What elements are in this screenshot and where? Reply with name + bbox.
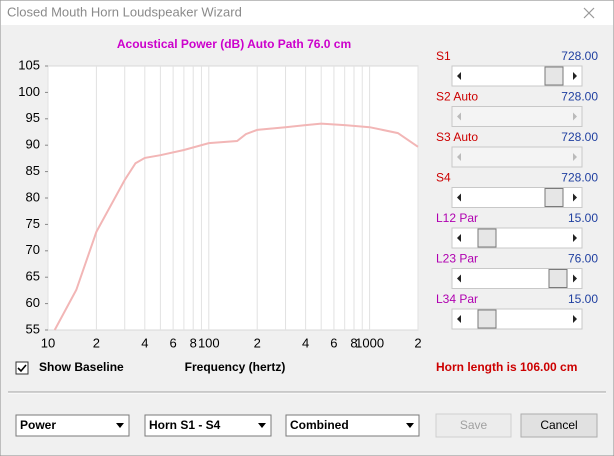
y-tick-label: 90	[26, 137, 40, 152]
x-tick-label: 100	[198, 335, 220, 350]
x-tick-label: 6	[330, 335, 337, 350]
slider-right-arrow[interactable]	[573, 315, 577, 323]
check-mark	[17, 364, 27, 373]
dropdown-value[interactable]: Power	[20, 418, 56, 432]
x-tick-label: 8	[350, 335, 357, 350]
slider-right-arrow[interactable]	[573, 274, 577, 283]
checkbox[interactable]	[15, 361, 29, 375]
slider-right-arrow	[573, 153, 577, 161]
slider-label: S1	[436, 49, 451, 63]
x-tick-label: 4	[141, 335, 148, 350]
dropdown[interactable]	[15, 414, 130, 437]
slider-label: S4	[436, 171, 451, 185]
dropdown-value[interactable]: Horn S1 - S4	[149, 418, 221, 432]
checkbox-label[interactable]: Show Baseline	[39, 360, 124, 374]
slider-value: 728.00	[561, 130, 598, 144]
button[interactable]	[520, 413, 598, 438]
button-label[interactable]: Cancel	[540, 418, 577, 432]
slider-track	[451, 146, 583, 168]
dropdown-arrow[interactable]	[258, 423, 266, 428]
y-tick-label: 55	[26, 321, 40, 336]
y-tick-label: 60	[26, 295, 40, 310]
x-tick-label: 4	[302, 335, 309, 350]
x-tick-label: 6	[170, 335, 177, 350]
dropdown[interactable]	[144, 414, 272, 437]
button	[435, 413, 512, 438]
slider-right-arrow[interactable]	[573, 72, 577, 80]
dropdown-value[interactable]: Combined	[290, 418, 349, 432]
slider-label: L12 Par	[436, 211, 478, 225]
slider-track[interactable]	[451, 308, 583, 330]
slider-thumb[interactable]	[477, 309, 497, 329]
x-tick-label: 2	[414, 335, 421, 350]
window-title: Closed Mouth Horn Loudspeaker Wizard	[7, 4, 242, 19]
slider-track[interactable]	[451, 227, 583, 249]
slider-track	[451, 106, 583, 127]
dropdown[interactable]	[285, 414, 420, 437]
x-tick-label: 2	[93, 335, 100, 350]
y-tick-label: 75	[26, 216, 40, 231]
y-tick-label: 105	[18, 57, 40, 72]
dropdown-arrow[interactable]	[406, 423, 414, 428]
slider-right-arrow	[573, 112, 577, 121]
slider-label: L23 Par	[436, 252, 478, 266]
x-axis-label: Frequency (hertz)	[185, 360, 286, 374]
slider-right-arrow[interactable]	[573, 193, 577, 202]
slider-left-arrow[interactable]	[457, 274, 461, 283]
x-tick-label: 2	[254, 335, 261, 350]
y-tick-label: 65	[26, 269, 40, 284]
title-bar	[1, 1, 613, 25]
slider-left-arrow	[457, 153, 461, 161]
slider-value: 728.00	[561, 171, 598, 185]
dropdown-arrow[interactable]	[116, 423, 124, 428]
slider-thumb[interactable]	[544, 66, 564, 86]
slider-label: S2 Auto	[436, 90, 478, 104]
y-tick-label: 70	[26, 242, 40, 257]
slider-thumb[interactable]	[548, 269, 568, 288]
y-tick-label: 85	[26, 163, 40, 178]
slider-value: 728.00	[561, 49, 598, 63]
x-tick-label: 10	[41, 335, 55, 350]
slider-left-arrow[interactable]	[457, 72, 461, 80]
slider-value: 728.00	[561, 90, 598, 104]
slider-left-arrow[interactable]	[457, 234, 461, 242]
slider-left-arrow[interactable]	[457, 193, 461, 202]
y-tick-label: 80	[26, 189, 40, 204]
slider-thumb[interactable]	[477, 228, 497, 248]
slider-left-arrow	[457, 112, 461, 121]
slider-right-arrow[interactable]	[573, 234, 577, 242]
x-tick-label: 8	[190, 335, 197, 350]
slider-value: 15.00	[568, 211, 598, 225]
y-tick-label: 95	[26, 110, 40, 125]
button-label: Save	[460, 418, 488, 432]
chart-title: Acoustical Power (dB) Auto Path 76.0 cm	[117, 37, 351, 51]
horn-length: Horn length is 106.00 cm	[436, 360, 577, 374]
close-button[interactable]	[583, 7, 595, 19]
slider-thumb[interactable]	[544, 188, 564, 207]
slider-label: S3 Auto	[436, 130, 478, 144]
x-tick-label: 1000	[355, 335, 384, 350]
data-line	[53, 122, 419, 331]
slider-value: 76.00	[568, 252, 598, 266]
slider-left-arrow[interactable]	[457, 315, 461, 323]
y-tick-label: 100	[18, 84, 40, 99]
slider-label: L34 Par	[436, 292, 478, 306]
slider-value: 15.00	[568, 292, 598, 306]
